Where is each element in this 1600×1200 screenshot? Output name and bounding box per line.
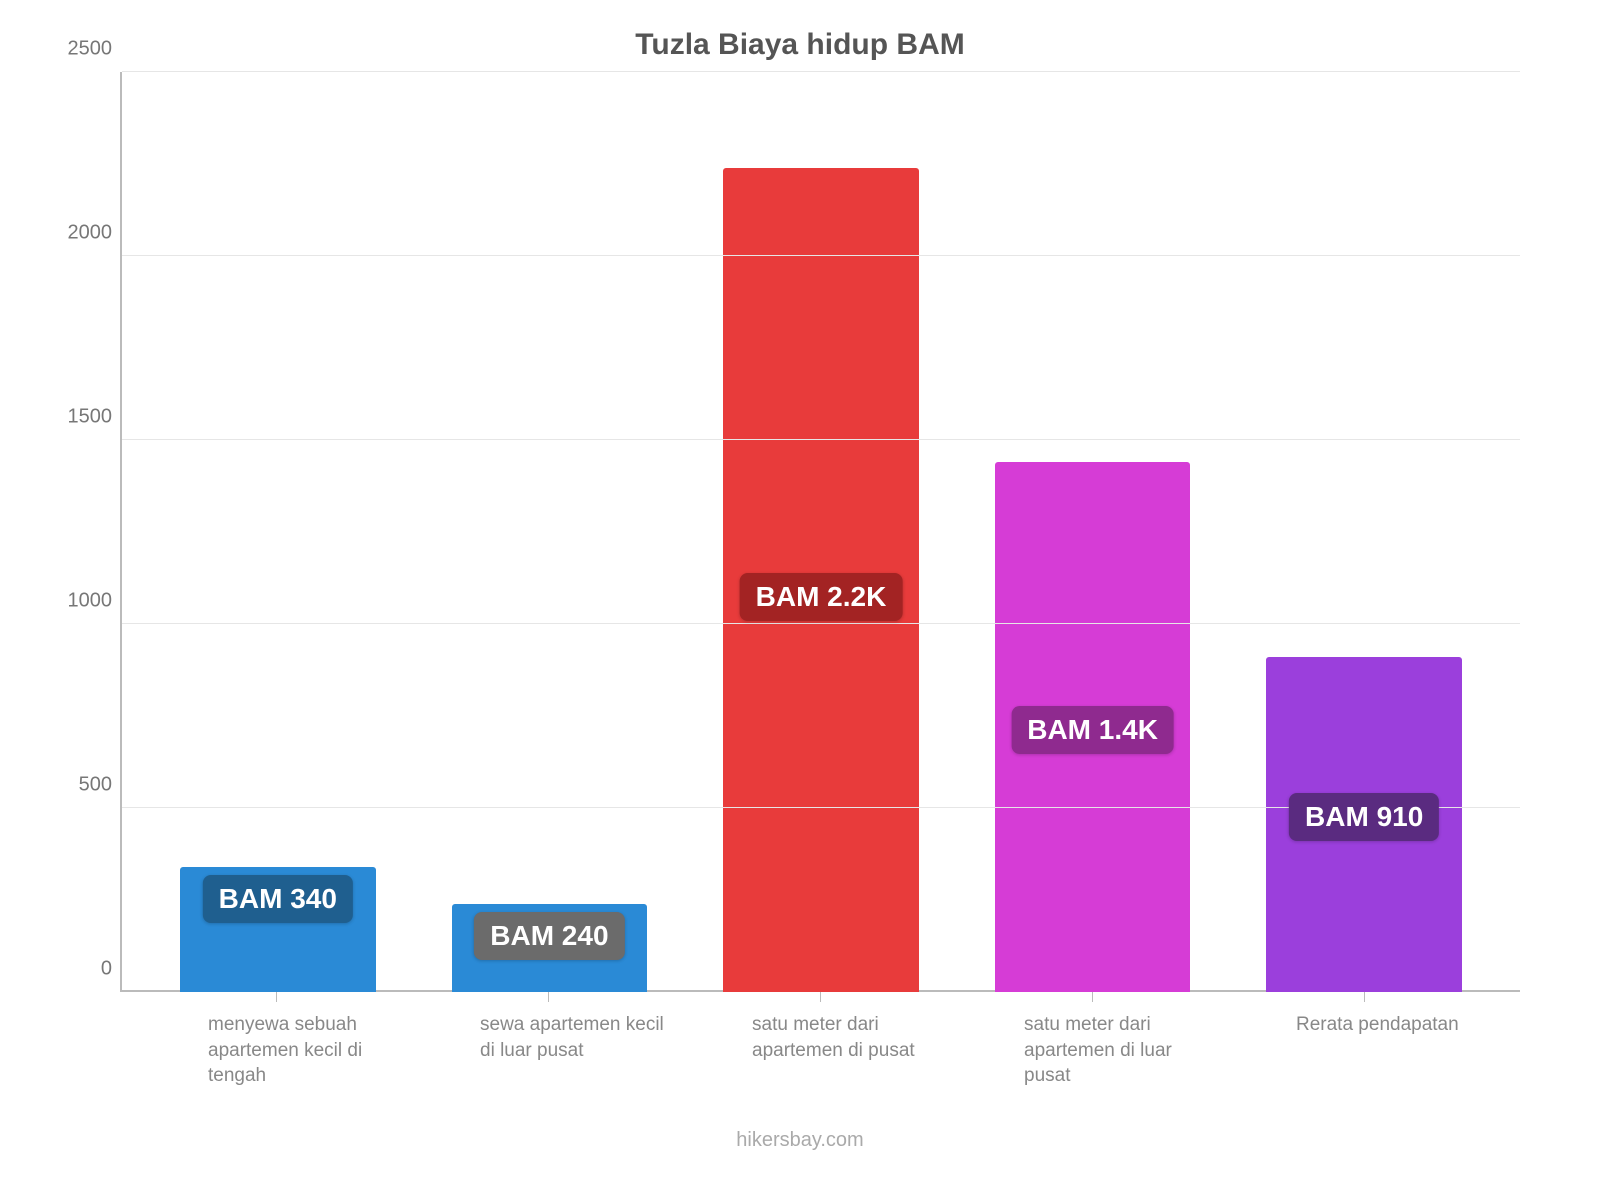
bar-value-label: BAM 1.4K xyxy=(1011,706,1174,754)
bar-value-label: BAM 240 xyxy=(474,912,624,960)
y-tick-label: 500 xyxy=(52,774,112,797)
x-axis-labels: menyewa sebuah apartemen kecil di tengah… xyxy=(120,992,1520,1089)
x-axis-label: satu meter dari apartemen di pusat xyxy=(752,1006,942,1063)
bar-value-label: BAM 340 xyxy=(203,875,353,923)
x-axis-label: Rerata pendapatan xyxy=(1296,1006,1486,1038)
x-tick xyxy=(1364,992,1365,1002)
y-tick-label: 0 xyxy=(52,958,112,981)
bar-slot: BAM 1.4K xyxy=(957,72,1229,992)
bars-group: BAM 340 BAM 240 BAM 2.2K BAM 1.4K BAM 910 xyxy=(122,72,1520,992)
grid-line xyxy=(122,255,1520,256)
x-slot: satu meter dari apartemen di pusat xyxy=(684,1006,956,1089)
x-tick xyxy=(276,992,277,1002)
grid-line xyxy=(122,439,1520,440)
x-slot: satu meter dari apartemen di luar pusat xyxy=(956,1006,1228,1089)
y-tick-label: 1000 xyxy=(52,590,112,613)
grid-line xyxy=(122,623,1520,624)
x-slot: sewa apartemen kecil di luar pusat xyxy=(412,1006,684,1089)
y-tick-label: 2000 xyxy=(52,222,112,245)
bar-slot: BAM 910 xyxy=(1228,72,1500,992)
grid-line xyxy=(122,71,1520,72)
footer-credit: hikersbay.com xyxy=(40,1129,1560,1152)
bar-slot: BAM 2.2K xyxy=(685,72,957,992)
bar-slot: BAM 240 xyxy=(414,72,686,992)
x-slot: menyewa sebuah apartemen kecil di tengah xyxy=(140,1006,412,1089)
plot-area: BAM 340BAM 240BAM 2.2KBAM 1.4KBAM 910 05… xyxy=(120,72,1520,992)
bar-value-label: BAM 2.2K xyxy=(740,573,903,621)
y-tick-label: 1500 xyxy=(52,406,112,429)
x-axis-label: satu meter dari apartemen di luar pusat xyxy=(1024,1006,1214,1089)
x-slot: Rerata pendapatan xyxy=(1228,1006,1500,1089)
x-axis-label: sewa apartemen kecil di luar pusat xyxy=(480,1006,670,1063)
x-tick xyxy=(1092,992,1093,1002)
bar-value-label: BAM 910 xyxy=(1289,793,1439,841)
x-axis-label: menyewa sebuah apartemen kecil di tengah xyxy=(208,1006,398,1089)
chart-container: Tuzla Biaya hidup BAM BAM 340BAM 240BAM … xyxy=(0,0,1600,1200)
chart-title: Tuzla Biaya hidup BAM xyxy=(40,28,1560,62)
y-tick-label: 2500 xyxy=(52,38,112,61)
bar-slot: BAM 340 xyxy=(142,72,414,992)
x-tick xyxy=(548,992,549,1002)
x-tick xyxy=(820,992,821,1002)
